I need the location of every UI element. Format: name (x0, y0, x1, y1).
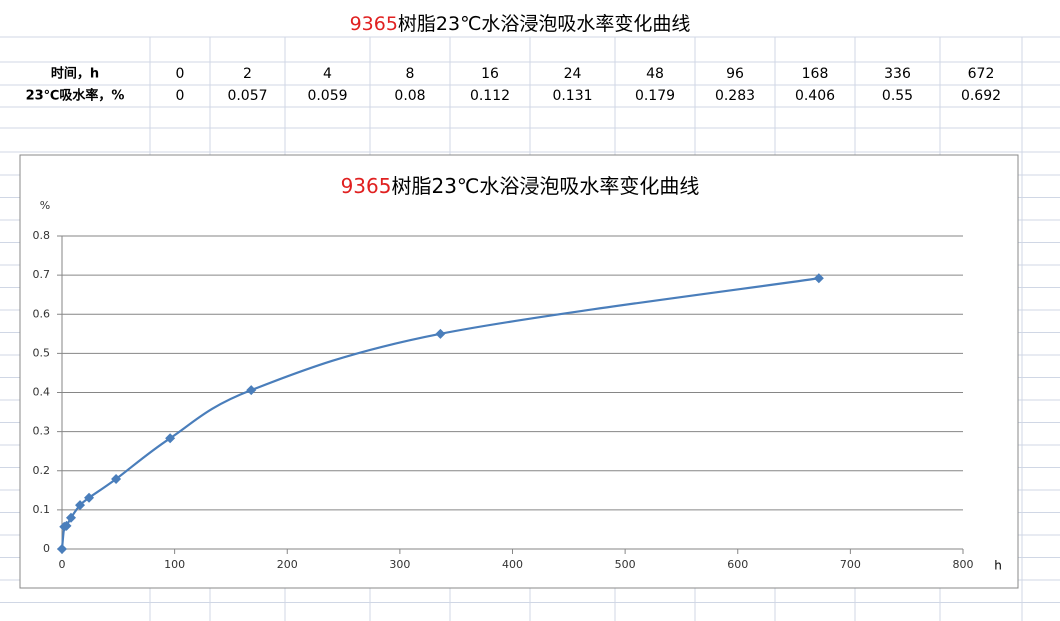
y-tick-label: 0.6 (33, 307, 51, 320)
cell: 336 (884, 66, 911, 82)
cell: 8 (406, 66, 415, 82)
cell: 96 (726, 66, 744, 82)
y-tick-label: 0.4 (33, 386, 51, 399)
marker (111, 473, 122, 484)
cell: 0 (176, 66, 185, 82)
y-tick-label: 0.1 (33, 503, 51, 516)
x-tick-label: 600 (727, 558, 748, 571)
x-tick-label: 700 (840, 558, 861, 571)
y-tick-label: 0.2 (33, 464, 51, 477)
row-header: 时间，h (51, 66, 99, 82)
y-axis-label: % (40, 199, 50, 212)
cell: 0.692 (961, 88, 1001, 104)
marker (75, 500, 86, 511)
cell: 16 (481, 66, 499, 82)
cell: 0.08 (394, 88, 425, 104)
cell: 0.112 (470, 88, 510, 104)
y-tick-label: 0.3 (33, 425, 51, 438)
y-tick-label: 0 (43, 542, 50, 555)
cell: 0.057 (227, 88, 267, 104)
marker (84, 492, 95, 503)
x-axis-label: h (994, 559, 1002, 573)
cell: 0.55 (882, 88, 913, 104)
y-tick-label: 0.8 (33, 229, 51, 242)
marker (813, 273, 824, 284)
chart-title: 9365树脂23℃水浴浸泡吸水率变化曲线 (341, 174, 700, 198)
cell: 672 (968, 66, 995, 82)
marker (66, 512, 77, 523)
cell: 48 (646, 66, 664, 82)
title-part: 9365 (341, 174, 392, 198)
row-header: 23℃吸水率，% (26, 88, 125, 104)
marker (165, 433, 176, 444)
y-tick-label: 0.7 (33, 268, 51, 281)
cell: 0.131 (552, 88, 592, 104)
marker (435, 328, 446, 339)
y-tick-label: 0.5 (33, 346, 51, 359)
title-part: 树脂23℃水浴浸泡吸水率变化曲线 (391, 174, 699, 198)
x-tick-label: 800 (953, 558, 974, 571)
chart-area[interactable] (19, 154, 1019, 589)
sheet-title: 9365树脂23℃水浴浸泡吸水率变化曲线 (350, 13, 691, 35)
cell: 24 (564, 66, 582, 82)
title-part: 树脂23℃水浴浸泡吸水率变化曲线 (398, 13, 691, 35)
cell: 0 (176, 88, 185, 104)
title-part: 9365 (350, 13, 398, 35)
cell: 2 (243, 66, 252, 82)
cell: 0.179 (635, 88, 675, 104)
cell: 168 (802, 66, 829, 82)
cell: 0.406 (795, 88, 835, 104)
x-tick-label: 300 (389, 558, 410, 571)
x-tick-label: 100 (164, 558, 185, 571)
cell: 4 (323, 66, 332, 82)
x-tick-label: 0 (59, 558, 66, 571)
marker (246, 385, 257, 396)
x-tick-label: 200 (277, 558, 298, 571)
cell: 0.283 (715, 88, 755, 104)
x-tick-label: 400 (502, 558, 523, 571)
marker (57, 544, 67, 554)
marker (61, 520, 72, 531)
x-tick-label: 500 (615, 558, 636, 571)
cell: 0.059 (307, 88, 347, 104)
